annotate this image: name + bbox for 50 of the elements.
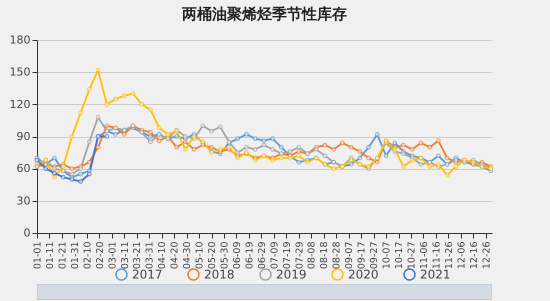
y-tick-label: 30	[16, 194, 30, 208]
x-tick-label: 03-21	[132, 242, 144, 270]
x-tick-label: 01-31	[70, 242, 81, 270]
x-tick-label: 08-28	[332, 242, 343, 270]
x-tick-label: 12-26	[481, 242, 492, 270]
x-tick-label: 12-16	[468, 242, 480, 270]
x-tick-label: 06-29	[256, 242, 268, 270]
x-tick-label: 02-20	[94, 242, 106, 270]
legend-label: 2017	[132, 268, 163, 282]
legend-label: 2019	[276, 268, 307, 282]
x-tick-label: 09-17	[356, 242, 368, 270]
x-tick-label: 08-18	[319, 242, 330, 270]
x-tick-label: 10-17	[394, 242, 406, 270]
x-tick-label: 07-19	[282, 242, 293, 270]
legend-label: 2021	[420, 268, 451, 282]
legend-label: 2018	[204, 268, 235, 282]
x-tick-label: 12-06	[456, 242, 468, 270]
x-tick-label: 05-20	[207, 242, 218, 270]
x-tick-label: 01-11	[44, 242, 56, 270]
x-tick-label: 07-29	[294, 242, 306, 270]
x-tick-label: 05-10	[194, 242, 206, 270]
x-tick-label: 03-31	[144, 242, 156, 270]
x-tick-label: 11-16	[431, 242, 442, 270]
x-tick-label: 01-01	[32, 242, 44, 270]
x-tick-label: 03-11	[120, 242, 131, 270]
y-tick-label: 150	[10, 66, 30, 79]
x-tick-label: 11-26	[444, 242, 455, 270]
x-tick-label: 10-07	[382, 242, 393, 270]
x-tick-label: 04-10	[157, 242, 168, 270]
x-tick-label: 01-21	[57, 242, 68, 270]
y-tick-label: 0	[24, 226, 30, 240]
y-tick-label: 60	[16, 162, 30, 176]
x-tick-label: 10-27	[406, 242, 418, 270]
y-tick-label: 120	[10, 98, 30, 111]
y-tick-label: 180	[10, 34, 30, 46]
x-tick-label: 05-30	[219, 242, 230, 270]
x-tick-label: 03-01	[107, 242, 118, 270]
x-tick-label: 07-09	[269, 242, 280, 270]
x-tick-label: 11-06	[418, 242, 430, 270]
chart-title: 两桶油聚烯烃季节性库存	[181, 5, 347, 23]
x-tick-label: 04-30	[182, 242, 194, 270]
x-tick-label: 02-10	[82, 242, 94, 270]
legend-label: 2020	[348, 268, 379, 282]
y-tick-label: 90	[16, 130, 30, 143]
x-tick-label: 09-27	[369, 242, 380, 270]
x-tick-label: 06-19	[244, 242, 256, 270]
x-tick-label: 09-07	[344, 242, 356, 270]
x-tick-label: 06-09	[232, 242, 243, 270]
x-tick-label: 08-08	[306, 242, 318, 270]
x-tick-label: 04-20	[170, 242, 181, 270]
